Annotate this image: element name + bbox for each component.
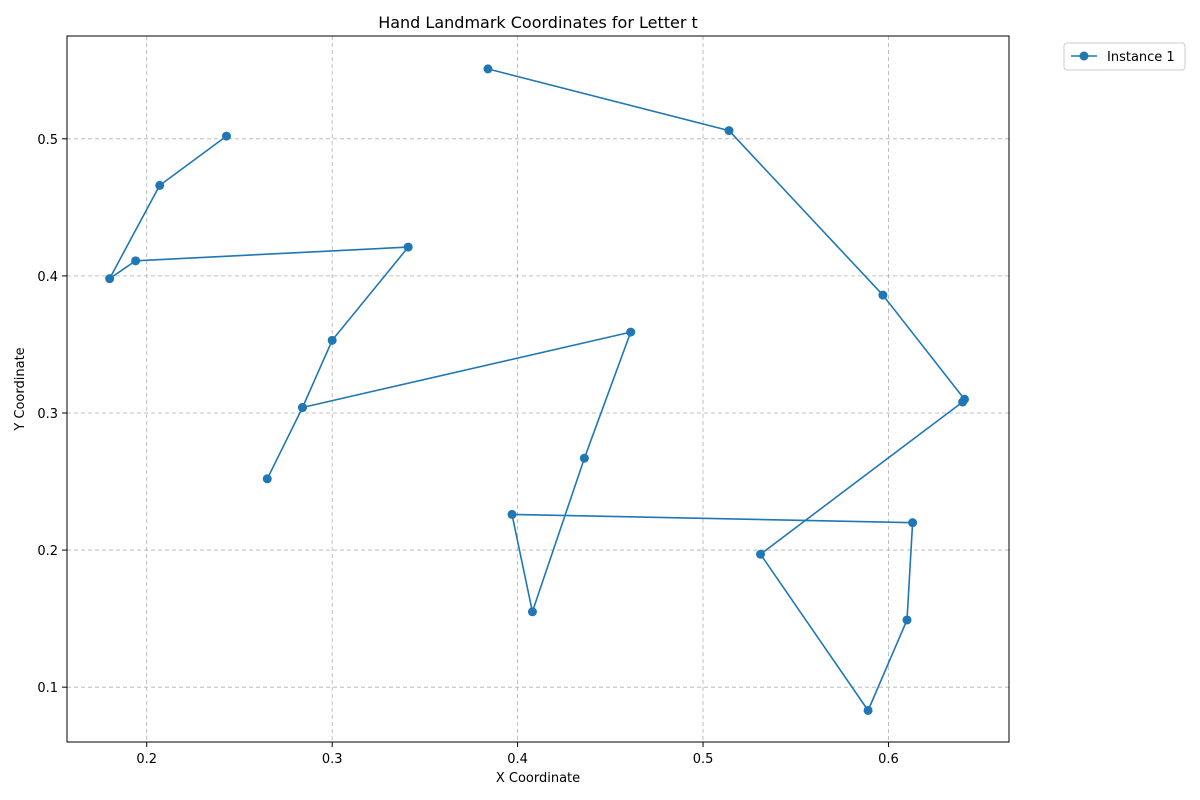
data-point xyxy=(403,242,413,252)
data-point xyxy=(626,327,636,337)
data-point xyxy=(262,474,272,484)
x-tick-label: 0.6 xyxy=(878,752,899,767)
y-tick-label: 0.4 xyxy=(37,270,58,285)
data-point xyxy=(483,64,493,74)
legend-box xyxy=(1063,42,1186,71)
data-point xyxy=(863,705,873,715)
data-point xyxy=(878,290,888,300)
data-point xyxy=(298,403,307,413)
data-point xyxy=(908,518,918,528)
data-point xyxy=(579,453,589,463)
data-point xyxy=(131,256,141,266)
data-point xyxy=(155,180,165,190)
chart-title: Hand Landmark Coordinates for Letter t xyxy=(378,13,698,32)
data-point xyxy=(902,615,912,625)
legend-marker xyxy=(1079,51,1089,61)
y-axis: 0.1 0.2 0.3 0.4 0.5 xyxy=(37,133,67,696)
data-point xyxy=(527,607,537,617)
x-tick-label: 0.2 xyxy=(136,752,157,767)
data-point xyxy=(756,549,766,559)
y-tick-label: 0.3 xyxy=(37,407,58,422)
plot-area-frame xyxy=(66,35,1010,743)
x-axis: 0.2 0.3 0.4 0.5 0.6 xyxy=(136,742,899,767)
data-point xyxy=(724,126,734,136)
data-point xyxy=(327,335,337,345)
y-axis-label: Y Coordinate xyxy=(13,347,28,431)
x-axis-label: X Coordinate xyxy=(496,771,580,786)
data-point xyxy=(105,274,115,284)
x-tick-label: 0.3 xyxy=(322,752,343,767)
data-point xyxy=(507,509,517,519)
y-tick-label: 0.5 xyxy=(37,133,58,148)
legend-entry-instance-1: Instance 1 xyxy=(1107,50,1175,65)
x-tick-label: 0.5 xyxy=(693,752,714,767)
legend: Instance 1 xyxy=(1063,42,1186,71)
grid xyxy=(67,36,1009,742)
x-tick-label: 0.4 xyxy=(507,752,528,767)
series-group xyxy=(105,64,969,715)
y-tick-label: 0.2 xyxy=(37,544,58,559)
data-point xyxy=(959,394,969,404)
y-tick-label: 0.1 xyxy=(37,681,58,696)
data-point xyxy=(221,131,231,141)
series-line xyxy=(108,68,966,712)
